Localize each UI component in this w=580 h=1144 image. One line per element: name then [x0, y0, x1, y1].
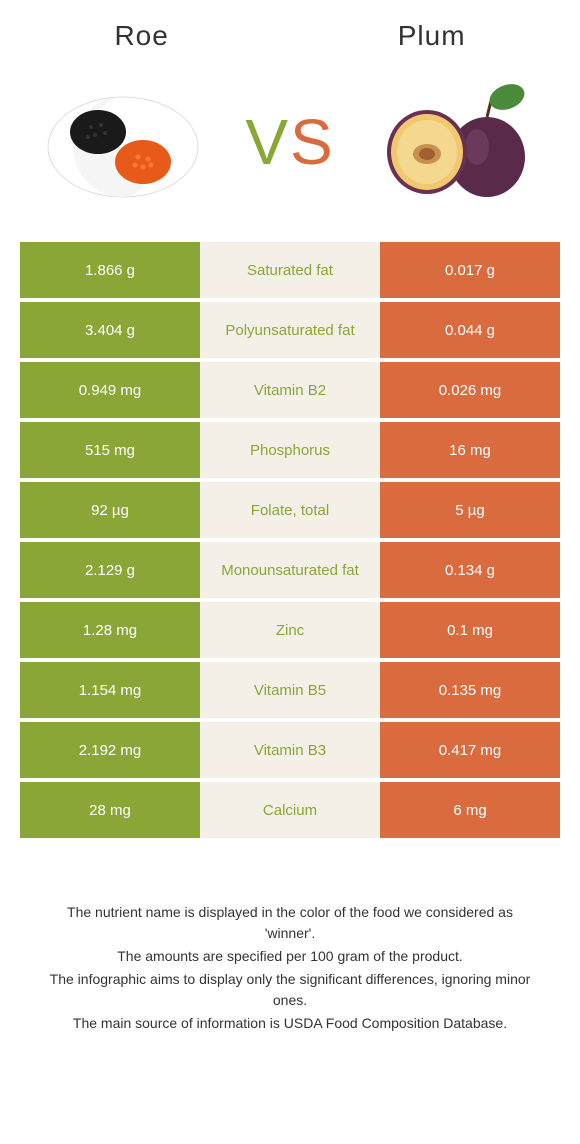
vs-label: VS — [245, 105, 334, 179]
nutrient-label: Phosphorus — [200, 422, 380, 478]
footer-line-1: The nutrient name is displayed in the co… — [40, 902, 540, 944]
right-value: 0.135 mg — [380, 662, 560, 718]
footer-line-3: The infographic aims to display only the… — [40, 969, 540, 1011]
nutrient-label: Zinc — [200, 602, 380, 658]
table-row: 0.949 mgVitamin B20.026 mg — [20, 362, 560, 418]
right-value: 0.026 mg — [380, 362, 560, 418]
right-value: 0.1 mg — [380, 602, 560, 658]
nutrient-label: Folate, total — [200, 482, 380, 538]
right-value: 16 mg — [380, 422, 560, 478]
header: Roe Plum — [0, 0, 580, 62]
nutrient-label: Monounsaturated fat — [200, 542, 380, 598]
footer-line-2: The amounts are specified per 100 gram o… — [40, 946, 540, 967]
right-value: 5 µg — [380, 482, 560, 538]
right-value: 0.417 mg — [380, 722, 560, 778]
table-row: 1.28 mgZinc0.1 mg — [20, 602, 560, 658]
left-value: 1.866 g — [20, 242, 200, 298]
table-row: 1.154 mgVitamin B50.135 mg — [20, 662, 560, 718]
right-value: 0.017 g — [380, 242, 560, 298]
vs-s: S — [290, 106, 335, 178]
vs-v: V — [245, 106, 290, 178]
left-value: 92 µg — [20, 482, 200, 538]
nutrient-label: Vitamin B5 — [200, 662, 380, 718]
table-row: 1.866 gSaturated fat0.017 g — [20, 242, 560, 298]
nutrient-label: Vitamin B2 — [200, 362, 380, 418]
right-food-title: Plum — [398, 20, 466, 52]
table-row: 92 µgFolate, total5 µg — [20, 482, 560, 538]
right-value: 0.134 g — [380, 542, 560, 598]
nutrient-label: Saturated fat — [200, 242, 380, 298]
plum-image — [372, 72, 542, 212]
table-row: 3.404 gPolyunsaturated fat0.044 g — [20, 302, 560, 358]
table-row: 2.129 gMonounsaturated fat0.134 g — [20, 542, 560, 598]
left-value: 515 mg — [20, 422, 200, 478]
right-value: 6 mg — [380, 782, 560, 838]
nutrient-label: Calcium — [200, 782, 380, 838]
right-value: 0.044 g — [380, 302, 560, 358]
left-food-title: Roe — [114, 20, 168, 52]
left-value: 2.192 mg — [20, 722, 200, 778]
nutrient-label: Vitamin B3 — [200, 722, 380, 778]
comparison-table: 1.866 gSaturated fat0.017 g3.404 gPolyun… — [0, 242, 580, 838]
left-value: 1.154 mg — [20, 662, 200, 718]
footer-line-4: The main source of information is USDA F… — [40, 1013, 540, 1034]
footer-notes: The nutrient name is displayed in the co… — [0, 842, 580, 1034]
roe-image — [38, 72, 208, 212]
left-value: 28 mg — [20, 782, 200, 838]
left-value: 2.129 g — [20, 542, 200, 598]
left-value: 1.28 mg — [20, 602, 200, 658]
table-row: 28 mgCalcium6 mg — [20, 782, 560, 838]
hero-row: VS — [0, 62, 580, 242]
left-value: 3.404 g — [20, 302, 200, 358]
left-value: 0.949 mg — [20, 362, 200, 418]
table-row: 2.192 mgVitamin B30.417 mg — [20, 722, 560, 778]
table-row: 515 mgPhosphorus16 mg — [20, 422, 560, 478]
nutrient-label: Polyunsaturated fat — [200, 302, 380, 358]
